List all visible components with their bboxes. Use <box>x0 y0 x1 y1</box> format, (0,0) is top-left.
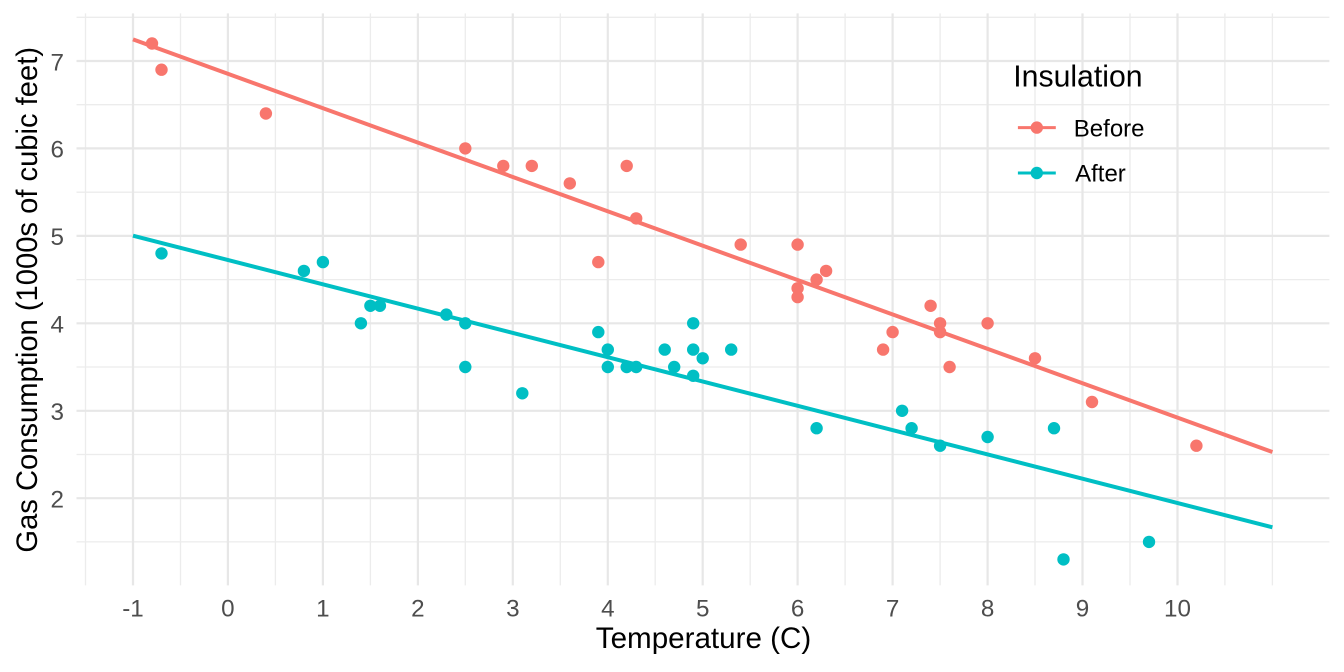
svg-text:1: 1 <box>316 596 329 623</box>
svg-text:4: 4 <box>601 596 614 623</box>
svg-text:2: 2 <box>411 596 424 623</box>
svg-text:10: 10 <box>1164 596 1191 623</box>
svg-text:5: 5 <box>696 596 709 623</box>
svg-text:8: 8 <box>981 596 994 623</box>
svg-text:0: 0 <box>221 596 234 623</box>
svg-text:3: 3 <box>51 399 64 426</box>
svg-text:7: 7 <box>886 596 899 623</box>
svg-text:9: 9 <box>1076 596 1089 623</box>
svg-text:After: After <box>1075 161 1126 188</box>
svg-text:4: 4 <box>51 312 64 339</box>
svg-text:6: 6 <box>791 596 804 623</box>
svg-text:7: 7 <box>51 49 64 76</box>
svg-text:3: 3 <box>506 596 519 623</box>
svg-text:6: 6 <box>51 137 64 164</box>
svg-text:Gas Consumption (1000s of cubi: Gas Consumption (1000s of cubic feet) <box>12 47 44 553</box>
svg-text:Temperature (C): Temperature (C) <box>596 622 811 655</box>
svg-text:Before: Before <box>1074 115 1145 142</box>
svg-text:5: 5 <box>51 224 64 251</box>
svg-text:Insulation: Insulation <box>1013 60 1142 93</box>
svg-text:-1: -1 <box>122 596 144 623</box>
svg-text:2: 2 <box>51 487 64 514</box>
